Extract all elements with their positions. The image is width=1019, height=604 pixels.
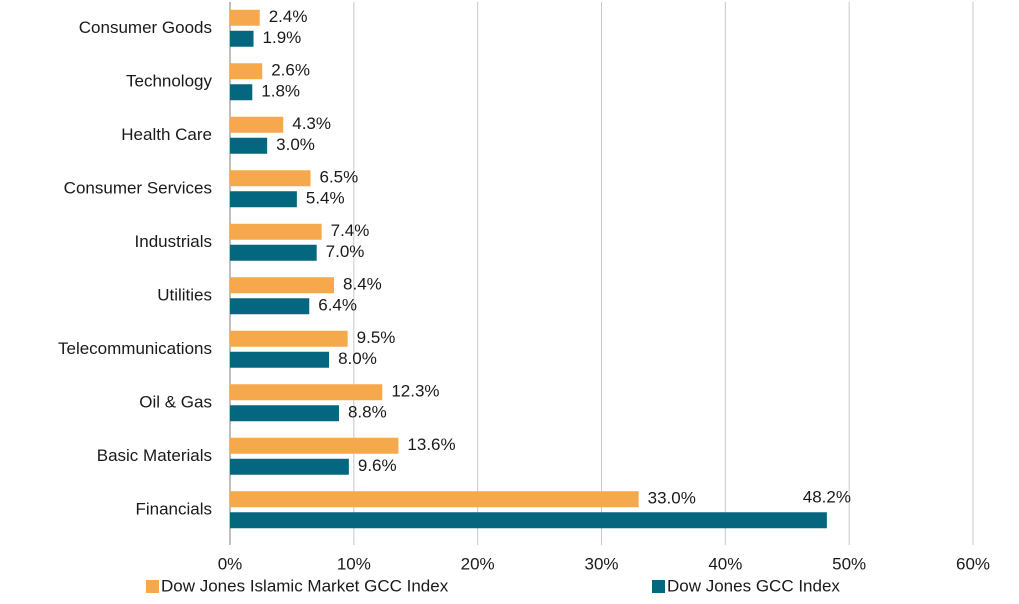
bar bbox=[230, 116, 284, 133]
value-label: 6.4% bbox=[318, 296, 357, 315]
bar bbox=[230, 170, 311, 187]
y-tick-label: Oil & Gas bbox=[139, 393, 212, 412]
value-label: 8.4% bbox=[343, 275, 382, 294]
value-label: 2.4% bbox=[269, 7, 308, 26]
value-label: 7.0% bbox=[326, 242, 365, 261]
x-tick-label: 40% bbox=[708, 554, 742, 573]
y-tick-label: Telecommunications bbox=[58, 339, 212, 358]
y-tick-label: Utilities bbox=[157, 286, 212, 305]
y-tick-label: Health Care bbox=[121, 125, 212, 144]
value-label: 1.9% bbox=[263, 28, 302, 47]
value-label: 6.5% bbox=[319, 168, 358, 187]
bar bbox=[230, 298, 310, 315]
bar bbox=[230, 223, 322, 240]
bar bbox=[230, 437, 399, 454]
bar bbox=[230, 63, 263, 80]
value-label: 48.2% bbox=[803, 488, 851, 507]
bar bbox=[230, 9, 260, 26]
legend-swatch bbox=[652, 580, 665, 593]
y-tick-label: Consumer Services bbox=[64, 179, 212, 198]
x-tick-label: 10% bbox=[337, 554, 371, 573]
y-tick-label: Consumer Goods bbox=[79, 18, 212, 37]
value-label: 8.0% bbox=[338, 349, 377, 368]
bar bbox=[230, 30, 254, 47]
bar bbox=[230, 458, 349, 475]
x-tick-label: 50% bbox=[832, 554, 866, 573]
value-label: 7.4% bbox=[331, 221, 370, 240]
value-label: 12.3% bbox=[391, 382, 439, 401]
x-tick-label: 30% bbox=[584, 554, 618, 573]
y-tick-label: Technology bbox=[126, 72, 213, 91]
bar bbox=[230, 244, 317, 261]
value-label: 9.6% bbox=[358, 456, 397, 475]
legend-swatch bbox=[146, 580, 159, 593]
y-tick-label: Industrials bbox=[135, 232, 212, 251]
bar bbox=[230, 137, 268, 154]
x-tick-label: 0% bbox=[218, 554, 243, 573]
x-tick-label: 20% bbox=[461, 554, 495, 573]
bar bbox=[230, 405, 339, 422]
y-tick-label: Financials bbox=[135, 500, 212, 519]
value-label: 9.5% bbox=[357, 328, 396, 347]
value-label: 4.3% bbox=[292, 114, 331, 133]
value-label: 8.8% bbox=[348, 403, 387, 422]
bar bbox=[230, 330, 348, 347]
value-label: 2.6% bbox=[271, 61, 310, 80]
bar bbox=[230, 512, 827, 529]
bar bbox=[230, 277, 335, 294]
legend-label: Dow Jones Islamic Market GCC Index bbox=[161, 576, 449, 595]
bar bbox=[230, 491, 639, 508]
value-label: 5.4% bbox=[306, 189, 345, 208]
bar bbox=[230, 191, 297, 208]
value-label: 1.8% bbox=[261, 82, 300, 101]
value-label: 3.0% bbox=[276, 135, 315, 154]
bar bbox=[230, 351, 330, 368]
value-label: 13.6% bbox=[407, 435, 455, 454]
bar bbox=[230, 84, 253, 101]
bar bbox=[230, 384, 383, 401]
y-tick-label: Basic Materials bbox=[97, 446, 212, 465]
x-tick-label: 60% bbox=[956, 554, 990, 573]
value-label: 33.0% bbox=[648, 489, 696, 508]
legend-label: Dow Jones GCC Index bbox=[667, 576, 840, 595]
